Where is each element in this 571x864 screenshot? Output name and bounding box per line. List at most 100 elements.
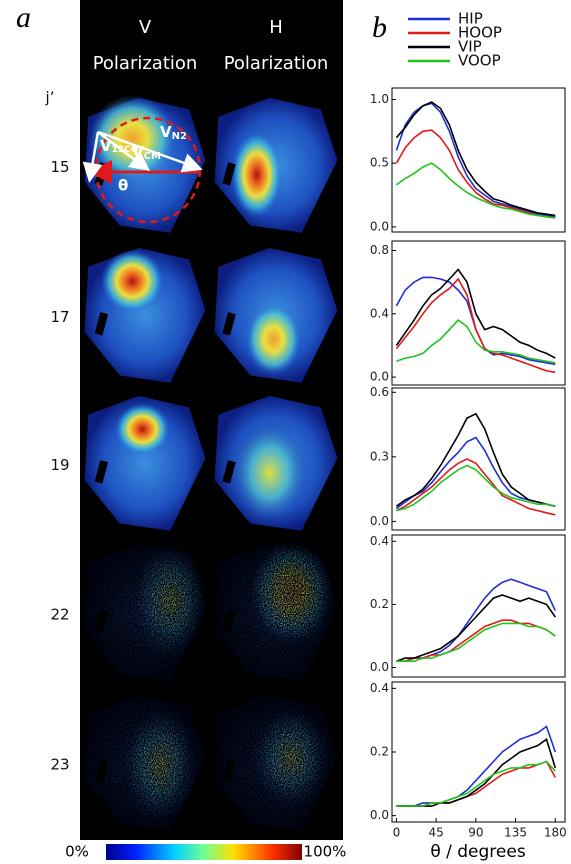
velocity-map-image xyxy=(84,395,206,531)
data-line xyxy=(395,276,556,366)
y-tick-label: 0.5 xyxy=(370,156,389,170)
beam-block xyxy=(222,609,236,634)
data-line xyxy=(395,162,556,219)
data-line xyxy=(395,101,556,217)
image-hotspot xyxy=(100,249,164,314)
data-line xyxy=(395,412,556,508)
plot-frame xyxy=(391,681,566,823)
data-line xyxy=(395,129,556,219)
row-header: j’ xyxy=(45,89,55,107)
data-line xyxy=(396,578,557,662)
panel-label: a xyxy=(16,1,31,34)
column-header: V xyxy=(139,17,152,38)
data-line xyxy=(396,760,556,807)
x-tick-label: 0 xyxy=(393,826,401,840)
image-hotspot xyxy=(231,131,283,219)
y-tick-label: 0.6 xyxy=(370,385,389,399)
annotation-sub: N2 xyxy=(172,131,187,142)
beam-block xyxy=(94,312,109,336)
x-tick-label: 90 xyxy=(468,826,483,840)
row-label: 19 xyxy=(50,456,69,474)
colorbar-label: 0% xyxy=(65,843,89,861)
column-subheader: Polarization xyxy=(93,53,198,74)
column-header: H xyxy=(269,17,283,38)
plot-frame xyxy=(391,387,566,531)
image-grid xyxy=(84,95,338,831)
annotation-text: V xyxy=(160,123,172,141)
y-tick-label: 1.0 xyxy=(370,92,389,106)
image-hotspot xyxy=(250,541,333,645)
y-tick-label: 0.3 xyxy=(370,449,389,463)
annotation: VN2 xyxy=(160,123,187,143)
row-label: 15 xyxy=(50,158,69,176)
y-tick-label: 0.4 xyxy=(370,681,389,695)
legend-label: HOOP xyxy=(458,24,502,42)
x-tick-label: 45 xyxy=(428,826,443,840)
annotation-sub: 13CO xyxy=(112,145,139,155)
white-arrow xyxy=(82,131,103,183)
white-arrow xyxy=(97,130,203,173)
velocity-map-image xyxy=(214,541,338,682)
x-axis-label: θ / degrees xyxy=(430,842,526,862)
beam-block xyxy=(222,162,236,186)
plot-frame xyxy=(391,87,566,233)
velocity-map-image xyxy=(84,541,208,682)
y-tick-label: 0.0 xyxy=(370,514,389,528)
data-line xyxy=(396,622,556,662)
data-line xyxy=(395,268,556,359)
data-line xyxy=(396,458,556,516)
annotation-sub: CM xyxy=(144,151,161,162)
data-line xyxy=(396,319,556,364)
data-line xyxy=(396,725,557,807)
y-tick-label: 0.2 xyxy=(370,745,389,759)
legend-label: VIP xyxy=(458,38,482,56)
vector-diagram: V13CO VN2 VCM θ xyxy=(82,116,203,224)
colorbar-label: 100% xyxy=(304,843,347,861)
y-tick-label: 0.0 xyxy=(370,219,389,233)
y-tick-label: 0.4 xyxy=(370,306,389,320)
y-tick-label: 0.8 xyxy=(370,243,389,257)
beam-block xyxy=(222,460,236,484)
x-tick-label: 180 xyxy=(544,826,567,840)
velocity-map-image xyxy=(214,97,338,233)
image-hotspot xyxy=(231,422,308,524)
data-line xyxy=(395,102,556,218)
y-tick-label: 0.2 xyxy=(370,597,389,611)
velocity-map-image xyxy=(214,247,338,383)
beam-block xyxy=(94,460,109,484)
data-line xyxy=(396,594,556,662)
data-line xyxy=(396,738,557,807)
y-tick-label: 0.0 xyxy=(370,660,389,674)
image-hotspot xyxy=(252,706,330,809)
velocity-map-image xyxy=(214,395,338,531)
row-label: 22 xyxy=(50,606,69,624)
legend-label: HIP xyxy=(458,10,483,28)
image-hotspot xyxy=(245,303,302,376)
data-line xyxy=(395,436,556,510)
image-hotspot xyxy=(132,541,208,660)
x-tick-label: 135 xyxy=(504,826,527,840)
y-tick-label: 0.0 xyxy=(370,808,389,822)
velocity-map-image xyxy=(84,247,206,383)
row-label: 23 xyxy=(50,756,69,774)
beam-block xyxy=(94,759,109,783)
row-label: 17 xyxy=(50,308,69,326)
annotation: V13CO xyxy=(100,137,139,155)
velocity-map-image xyxy=(214,694,338,831)
annotation-text: V xyxy=(132,143,144,161)
beam-block xyxy=(222,312,236,336)
image-hotspot xyxy=(114,403,171,456)
y-tick-label: 0.4 xyxy=(370,534,389,548)
image-background xyxy=(84,395,206,531)
image-hotspot xyxy=(122,706,198,824)
plot-frame xyxy=(391,240,566,386)
data-line xyxy=(396,464,556,512)
data-line xyxy=(395,277,556,374)
velocity-map-image xyxy=(84,694,206,831)
column-subheader: Polarization xyxy=(224,53,329,74)
data-line xyxy=(396,760,557,807)
beam-block xyxy=(94,609,109,634)
white-arrow xyxy=(97,131,150,171)
annotation: VCM xyxy=(132,143,161,163)
